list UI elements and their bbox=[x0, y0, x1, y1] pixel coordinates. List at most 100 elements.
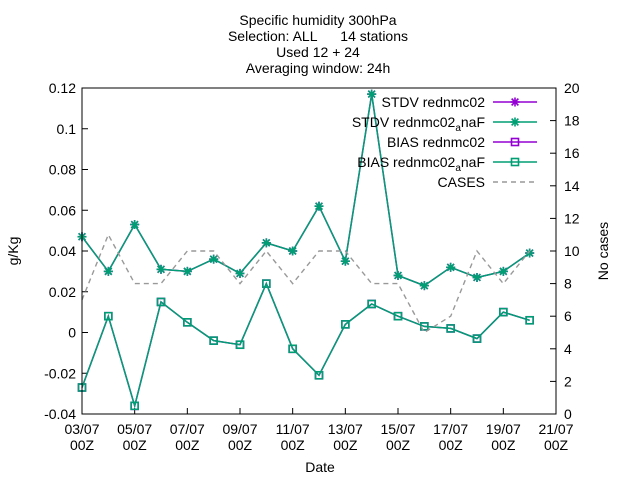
y2-tick-label: 8 bbox=[564, 276, 572, 292]
y2-tick-label: 0 bbox=[564, 406, 572, 422]
data-point bbox=[288, 344, 297, 354]
title-line-2: Selection: ALL 14 stations bbox=[228, 28, 408, 44]
data-point bbox=[130, 401, 139, 411]
data-point bbox=[498, 266, 508, 276]
data-point bbox=[340, 256, 350, 266]
data-point bbox=[288, 246, 298, 256]
data-point bbox=[209, 336, 218, 345]
series-line bbox=[81, 233, 531, 334]
legend-item: STDV rednmc02anaF bbox=[352, 114, 537, 134]
legend-label: CASES bbox=[438, 174, 485, 190]
data-point bbox=[499, 307, 508, 317]
y-tick-label: -0.04 bbox=[44, 406, 76, 422]
x-tick-date: 11/07 bbox=[276, 421, 310, 437]
data-point bbox=[235, 268, 245, 278]
y2-tick-label: 4 bbox=[564, 341, 572, 357]
x-tick-hour: 00Z bbox=[70, 437, 95, 453]
data-point bbox=[261, 238, 271, 248]
legend-item: CASES bbox=[438, 174, 537, 190]
data-point bbox=[446, 324, 455, 333]
data-point bbox=[104, 311, 113, 321]
y-tick-label: 0.08 bbox=[49, 162, 76, 178]
y-tick-label: 0.06 bbox=[49, 202, 76, 218]
data-point bbox=[341, 320, 350, 329]
plot-frame bbox=[81, 87, 557, 415]
legend-item: BIAS rednmc02anaF bbox=[357, 154, 537, 174]
y2-tick-label: 16 bbox=[564, 145, 580, 161]
x-tick-hour: 00Z bbox=[123, 437, 148, 453]
data-point bbox=[393, 270, 403, 280]
legend-marker bbox=[510, 137, 520, 147]
legend-label: STDV rednmc02anaF bbox=[352, 114, 485, 134]
y-tick-label: -0.02 bbox=[44, 365, 76, 381]
x-tick-hour: 00Z bbox=[175, 437, 200, 453]
data-point bbox=[209, 254, 219, 264]
data-point bbox=[182, 266, 192, 276]
x-tick-date: 17/07 bbox=[433, 421, 468, 437]
x-tick-date: 13/07 bbox=[328, 421, 363, 437]
y2-tick-label: 10 bbox=[564, 243, 580, 259]
y-tick-label: 0 bbox=[68, 325, 76, 341]
x-tick-hour: 00Z bbox=[386, 437, 411, 453]
y-tick-label: 0.1 bbox=[57, 121, 77, 137]
data-point bbox=[130, 220, 140, 230]
x-tick-hour: 00Z bbox=[491, 437, 516, 453]
x-tick-date: 07/07 bbox=[170, 421, 205, 437]
data-point bbox=[525, 315, 534, 325]
x-tick-hour: 00Z bbox=[333, 437, 358, 453]
data-point bbox=[314, 201, 324, 211]
x-tick-date: 03/07 bbox=[64, 421, 99, 437]
chart-title: Specific humidity 300hPa Selection: ALL … bbox=[228, 12, 408, 76]
title-line-3: Used 12 + 24 bbox=[276, 44, 360, 60]
series-2 bbox=[77, 279, 534, 411]
y2-tick-label: 2 bbox=[564, 373, 572, 389]
series-4 bbox=[81, 233, 531, 334]
series-line bbox=[81, 281, 530, 409]
y2-tick-label: 18 bbox=[564, 113, 580, 129]
legend-label: STDV rednmc02 bbox=[382, 94, 486, 110]
y-tick-label: 0.02 bbox=[49, 284, 76, 300]
y-tick-label: 0.04 bbox=[49, 243, 76, 259]
data-point bbox=[235, 340, 245, 350]
data-point bbox=[393, 311, 403, 321]
series-3 bbox=[77, 279, 534, 411]
y-axis-label: g/Kg bbox=[5, 237, 21, 266]
series-1 bbox=[77, 89, 535, 291]
y2-tick-label: 6 bbox=[564, 308, 572, 324]
title-line-4: Averaging window: 24h bbox=[246, 60, 391, 76]
legend-item: STDV rednmc02 bbox=[382, 94, 537, 110]
title-line-1: Specific humidity 300hPa bbox=[239, 12, 396, 28]
data-point bbox=[472, 272, 482, 282]
data-point bbox=[525, 248, 535, 258]
x-tick-date: 05/07 bbox=[117, 421, 152, 437]
data-point bbox=[367, 299, 376, 309]
x-tick-hour: 00Z bbox=[281, 437, 306, 453]
legend-label: BIAS rednmc02anaF bbox=[357, 154, 485, 174]
x-tick-date: 09/07 bbox=[222, 421, 257, 437]
legend-marker bbox=[510, 157, 520, 167]
y-tick-label: 0.12 bbox=[49, 80, 76, 96]
legend-marker bbox=[510, 97, 520, 107]
series-line bbox=[81, 281, 530, 409]
x-tick-date: 21/07 bbox=[538, 421, 573, 437]
data-point bbox=[103, 266, 113, 276]
data-point bbox=[419, 281, 429, 291]
x-tick-hour: 00Z bbox=[228, 437, 253, 453]
data-point bbox=[446, 262, 456, 272]
x-axis-label: Date bbox=[305, 459, 335, 475]
axis-ticks: -0.04 -0.02 0 0.02 0.04 0.06 0.08 0.1 0.12 0 2 4 6 8 1… bbox=[44, 80, 580, 453]
y2-axis-label: No cases bbox=[595, 222, 611, 280]
data-point bbox=[156, 264, 166, 274]
data-point bbox=[472, 334, 482, 343]
data-point bbox=[314, 370, 324, 380]
legend-label: BIAS rednmc02 bbox=[387, 134, 485, 150]
data-point bbox=[183, 318, 192, 327]
y2-tick-label: 12 bbox=[564, 210, 580, 226]
x-tick-date: 15/07 bbox=[380, 421, 415, 437]
x-tick-date: 19/07 bbox=[486, 421, 521, 437]
series-line bbox=[81, 93, 531, 287]
legend-marker bbox=[510, 117, 520, 127]
data-point bbox=[262, 279, 271, 288]
